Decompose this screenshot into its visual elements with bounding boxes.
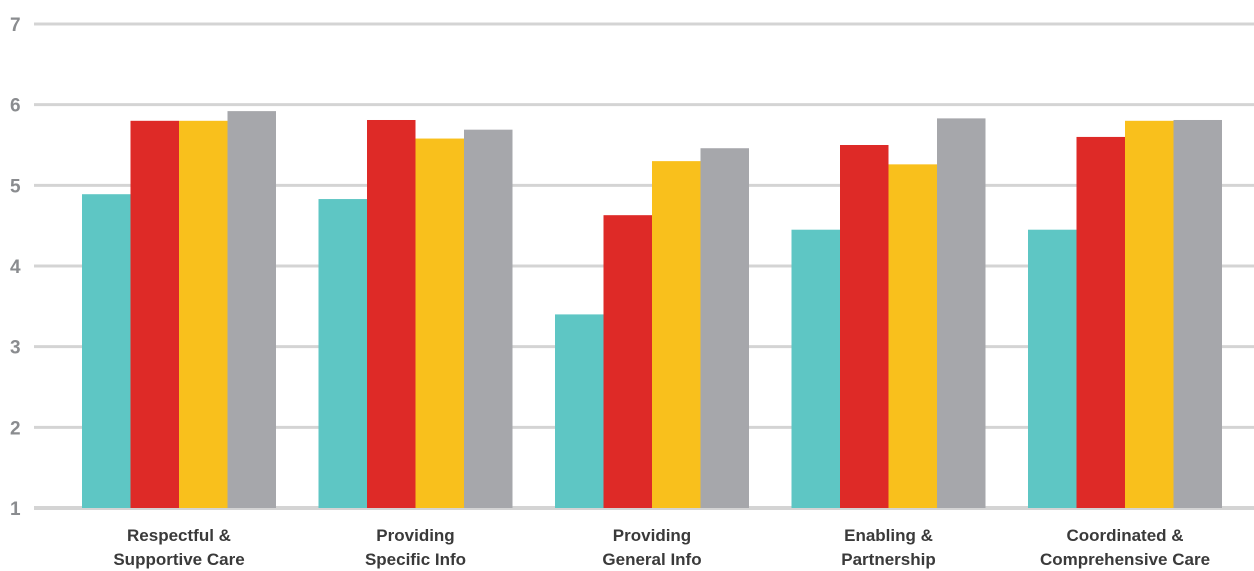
x-category-label-line: Comprehensive Care — [1040, 550, 1210, 569]
y-tick-label: 6 — [10, 96, 21, 117]
x-category-label-line: Supportive Care — [113, 550, 244, 569]
x-category-label-line: Providing — [613, 526, 691, 545]
bar-2-2 — [652, 161, 701, 508]
bar-3-3 — [937, 118, 986, 508]
bar-4-2 — [1125, 120, 1174, 509]
bar-0-0 — [82, 194, 131, 508]
bars — [82, 111, 1222, 509]
y-tick-label: 2 — [10, 418, 21, 439]
x-category-label: Respectful & Supportive Care — [113, 526, 244, 569]
x-category-label-line: Partnership — [841, 550, 935, 569]
bar-0-1 — [130, 120, 179, 509]
bar-4-3 — [1173, 119, 1222, 508]
y-tick-label: 7 — [10, 15, 21, 36]
y-axis-ticks: 1 2 3 4 5 6 7 — [10, 15, 21, 520]
x-category-label-line: Providing — [376, 526, 454, 545]
bar-1-3 — [464, 129, 513, 508]
y-tick-label: 5 — [10, 176, 21, 197]
bar-4-1 — [1076, 136, 1125, 508]
x-category-label-line: Specific Info — [365, 550, 466, 569]
x-category-label-line: Enabling & — [844, 526, 933, 545]
x-category-label-line: General Info — [602, 550, 701, 569]
bar-3-0 — [791, 229, 840, 508]
bar-1-2 — [415, 138, 464, 508]
x-category-label-line: Coordinated & — [1066, 526, 1183, 545]
bar-2-0 — [555, 314, 604, 508]
bar-0-2 — [179, 120, 228, 509]
x-category-label: Enabling & Partnership — [841, 526, 935, 569]
x-category-label: Providing General Info — [602, 526, 701, 569]
x-category-label: Coordinated & Comprehensive Care — [1040, 526, 1210, 569]
bar-2-3 — [700, 148, 749, 508]
x-category-label: Providing Specific Info — [365, 526, 466, 569]
bar-2-1 — [603, 215, 652, 508]
x-category-label-line: Respectful & — [127, 526, 231, 545]
y-tick-label: 1 — [10, 499, 21, 520]
bar-4-0 — [1028, 229, 1077, 508]
y-tick-label: 4 — [10, 257, 21, 278]
bar-1-1 — [367, 119, 416, 508]
x-axis-labels: Respectful & Supportive Care Providing Spec… — [113, 526, 1210, 569]
bar-3-2 — [888, 164, 937, 509]
bar-3-1 — [840, 145, 889, 508]
bar-1-0 — [318, 199, 367, 508]
bar-0-3 — [227, 111, 276, 509]
y-tick-label: 3 — [10, 338, 21, 359]
